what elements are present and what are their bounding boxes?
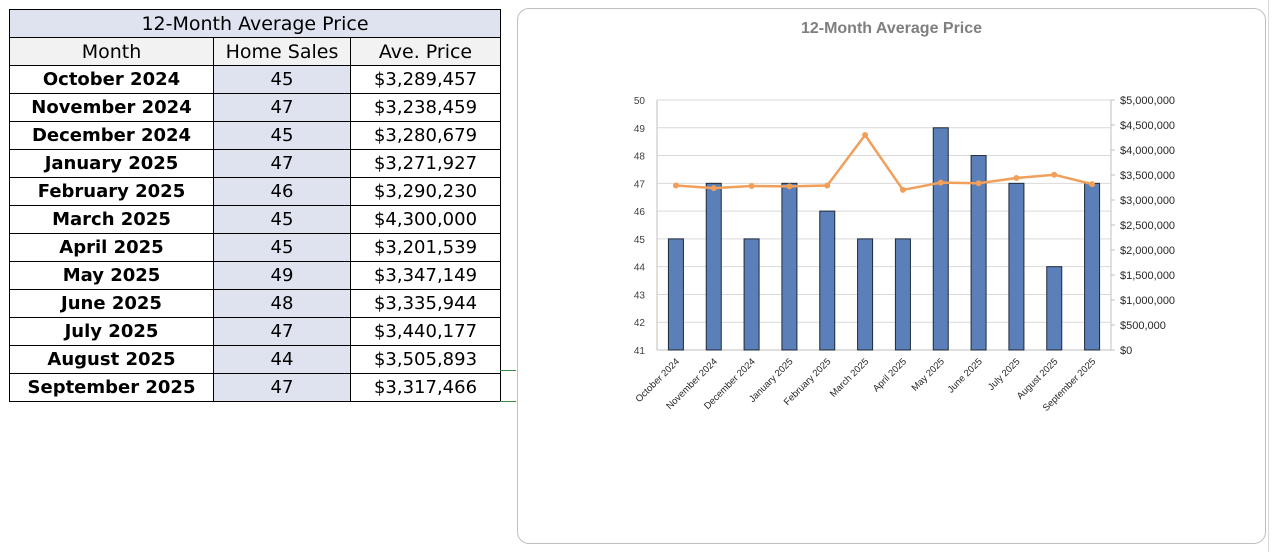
table-row: May 2025 49 $3,347,149 bbox=[9, 261, 501, 290]
bar[interactable] bbox=[1084, 182, 1101, 351]
x-tick-label: July 2025 bbox=[986, 356, 1023, 393]
bar[interactable] bbox=[667, 238, 684, 351]
price-point[interactable] bbox=[710, 185, 717, 192]
right-tick-label: $1,000,000 bbox=[1120, 295, 1175, 307]
bar[interactable] bbox=[970, 155, 987, 351]
sales-cell[interactable]: 45 bbox=[213, 121, 351, 150]
price-cell[interactable]: $3,505,893 bbox=[350, 345, 501, 374]
bar[interactable] bbox=[705, 182, 722, 351]
table-row: September 2025 47 $3,317,466 bbox=[9, 373, 501, 402]
month-cell[interactable]: January 2025 bbox=[9, 149, 214, 178]
price-cell[interactable]: $3,317,466 bbox=[350, 373, 501, 402]
price-point[interactable] bbox=[672, 182, 679, 189]
sales-cell[interactable]: 45 bbox=[213, 205, 351, 234]
table-row: October 2024 45 $3,289,457 bbox=[9, 65, 501, 94]
month-cell[interactable]: February 2025 bbox=[9, 177, 214, 206]
price-point[interactable] bbox=[899, 186, 906, 193]
price-cell[interactable]: $3,238,459 bbox=[350, 93, 501, 122]
column-gridline bbox=[1268, 0, 1269, 552]
table-title: 12-Month Average Price bbox=[9, 9, 501, 38]
price-line bbox=[675, 132, 1093, 192]
month-cell[interactable]: October 2024 bbox=[9, 65, 214, 94]
bar[interactable] bbox=[932, 127, 949, 351]
price-cell[interactable]: $3,290,230 bbox=[350, 177, 501, 206]
price-cell[interactable]: $4,300,000 bbox=[350, 205, 501, 234]
right-tick-label: $0 bbox=[1120, 345, 1132, 357]
price-point[interactable] bbox=[1089, 181, 1096, 188]
sales-cell[interactable]: 47 bbox=[213, 93, 351, 122]
month-cell[interactable]: November 2024 bbox=[9, 93, 214, 122]
right-tick-label: $4,500,000 bbox=[1120, 120, 1175, 132]
x-tick-label: April 2025 bbox=[871, 356, 909, 394]
sales-cell[interactable]: 49 bbox=[213, 261, 351, 290]
month-cell[interactable]: September 2025 bbox=[9, 373, 214, 402]
price-point[interactable] bbox=[824, 182, 831, 189]
selected-cell[interactable] bbox=[500, 370, 516, 402]
left-tick-label: 46 bbox=[634, 207, 646, 218]
x-tick-label: June 2025 bbox=[946, 356, 985, 395]
left-tick-label: 50 bbox=[634, 96, 646, 107]
chart-card[interactable]: 12-Month Average Price bbox=[517, 8, 1266, 544]
month-cell[interactable]: December 2024 bbox=[9, 121, 214, 150]
sales-cell[interactable]: 45 bbox=[213, 65, 351, 94]
right-tick-label: $3,000,000 bbox=[1120, 195, 1175, 207]
x-tick-label: March 2025 bbox=[828, 356, 871, 399]
sales-cell[interactable]: 46 bbox=[213, 177, 351, 206]
table-row: January 2025 47 $3,271,927 bbox=[9, 149, 501, 178]
right-tick-label: $4,000,000 bbox=[1120, 145, 1175, 157]
table-row: March 2025 45 $4,300,000 bbox=[9, 205, 501, 234]
price-table: 12-Month Average Price Month Home Sales … bbox=[9, 9, 501, 402]
bar[interactable] bbox=[857, 238, 874, 351]
price-point[interactable] bbox=[862, 132, 869, 138]
left-tick-label: 41 bbox=[634, 346, 646, 357]
price-point[interactable] bbox=[1013, 174, 1020, 181]
chart-title: 12-Month Average Price bbox=[800, 20, 983, 37]
price-point[interactable] bbox=[975, 180, 982, 187]
table-row: February 2025 46 $3,290,230 bbox=[9, 177, 501, 206]
left-tick-label: 44 bbox=[634, 263, 646, 274]
price-cell[interactable]: $3,280,679 bbox=[350, 121, 501, 150]
month-cell[interactable]: April 2025 bbox=[9, 233, 214, 262]
right-tick-label: $5,000,000 bbox=[1120, 95, 1175, 107]
left-tick-label: 48 bbox=[634, 152, 646, 163]
price-cell[interactable]: $3,289,457 bbox=[350, 65, 501, 94]
sales-cell[interactable]: 47 bbox=[213, 317, 351, 346]
bar[interactable] bbox=[819, 210, 836, 351]
left-tick-label: 49 bbox=[634, 124, 646, 135]
bar[interactable] bbox=[781, 182, 798, 351]
price-point[interactable] bbox=[748, 182, 755, 189]
price-cell[interactable]: $3,271,927 bbox=[350, 149, 501, 178]
right-tick-label: $2,000,000 bbox=[1120, 245, 1175, 257]
sales-cell[interactable]: 45 bbox=[213, 233, 351, 262]
x-tick-label: May 2025 bbox=[910, 356, 947, 393]
bar[interactable] bbox=[1046, 266, 1063, 351]
left-tick-label: 47 bbox=[634, 179, 646, 190]
sales-cell[interactable]: 47 bbox=[213, 373, 351, 402]
price-point[interactable] bbox=[786, 183, 793, 190]
right-tick-label: $3,500,000 bbox=[1120, 170, 1175, 182]
header-ave-price: Ave. Price bbox=[350, 37, 501, 66]
left-tick-label: 43 bbox=[634, 290, 646, 301]
sales-cell[interactable]: 44 bbox=[213, 345, 351, 374]
table-row: November 2024 47 $3,238,459 bbox=[9, 93, 501, 122]
right-tick-label: $1,500,000 bbox=[1120, 270, 1175, 282]
bar[interactable] bbox=[894, 238, 911, 351]
bar[interactable] bbox=[1008, 182, 1025, 351]
price-point[interactable] bbox=[1051, 171, 1058, 178]
bar[interactable] bbox=[743, 238, 760, 351]
price-point[interactable] bbox=[937, 179, 944, 186]
left-tick-label: 42 bbox=[634, 318, 646, 329]
right-tick-label: $2,500,000 bbox=[1120, 220, 1175, 232]
right-tick-label: $500,000 bbox=[1120, 320, 1166, 332]
month-cell[interactable]: May 2025 bbox=[9, 261, 214, 290]
left-tick-label: 45 bbox=[634, 235, 646, 246]
table-row: December 2024 45 $3,280,679 bbox=[9, 121, 501, 150]
